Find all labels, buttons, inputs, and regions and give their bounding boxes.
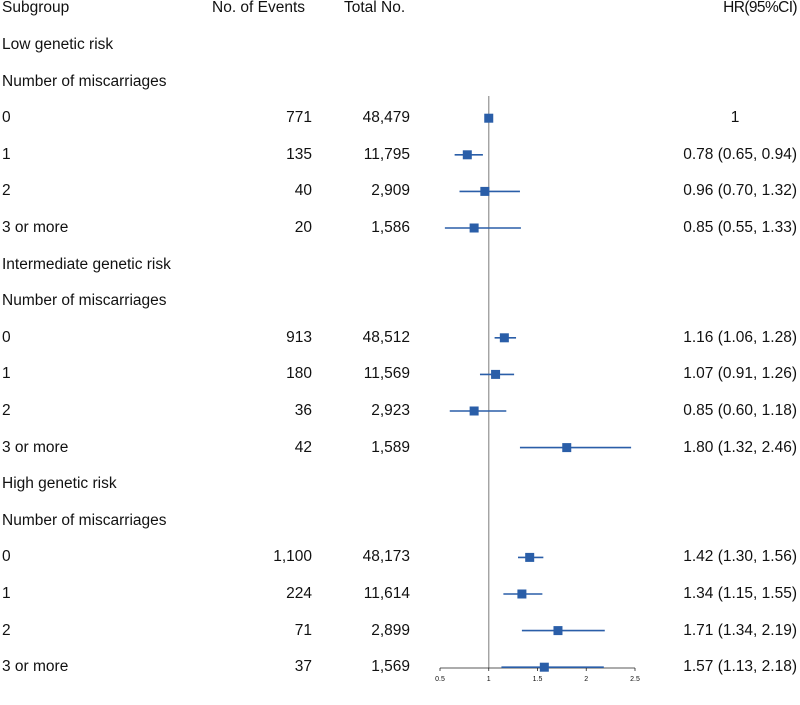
row-hr-text: 0.78 (0.65, 0.94) [683, 145, 797, 163]
row-label: 0 [2, 548, 11, 566]
row-label: 0 [2, 328, 11, 346]
row-total: 1,589 [371, 438, 410, 456]
row-hr-text: 1.07 (0.91, 1.26) [683, 365, 797, 383]
row-hr-text: 1 [730, 109, 740, 127]
row-total: 2,899 [371, 621, 410, 639]
row-total: 1,569 [371, 658, 410, 676]
row-label: 2 [2, 621, 11, 639]
header-hr: HR(95%CI) [723, 0, 797, 16]
row-hr-text: 0.85 (0.55, 1.33) [683, 219, 797, 236]
point-estimate [553, 626, 563, 636]
point-estimate [480, 186, 490, 196]
point-estimate [539, 662, 549, 672]
row-events: 71 [294, 621, 312, 639]
row-hr-text: 1.16 (1.06, 1.28) [683, 328, 797, 346]
row-total: 11,569 [363, 365, 410, 383]
row-label: 2 [2, 182, 11, 200]
header-subgroup: Subgroup [2, 0, 70, 16]
x-tick-label: 2.5 [630, 676, 640, 683]
row-events: 20 [294, 219, 312, 236]
row-events: 37 [294, 658, 312, 676]
row-label: 3 or more [2, 658, 69, 676]
row-total: 48,173 [362, 548, 410, 566]
subheader-label: Number of miscarriages [2, 72, 167, 90]
row-events: 771 [286, 109, 312, 127]
point-estimate [499, 333, 509, 343]
point-estimate [525, 552, 535, 562]
row-events: 36 [294, 402, 312, 419]
row-label: 1 [2, 585, 11, 602]
row-label: 3 or more [2, 219, 69, 236]
row-label: 2 [2, 402, 11, 419]
row-hr-text: 1.71 (1.34, 2.19) [683, 621, 797, 639]
point-estimate [491, 369, 501, 379]
subheader-label: Number of miscarriages [2, 292, 167, 310]
point-estimate [462, 150, 472, 160]
header-events: No. of Events [212, 0, 306, 16]
row-events: 135 [286, 145, 312, 163]
point-estimate [469, 406, 479, 416]
subheader-label: Number of miscarriages [2, 511, 167, 529]
row-total: 48,479 [362, 109, 410, 127]
row-label: 1 [2, 145, 11, 163]
row-label: 3 or more [2, 438, 69, 456]
row-events: 1,100 [273, 548, 312, 566]
row-events: 913 [286, 328, 312, 346]
group-label: Low genetic risk [2, 36, 114, 53]
row-hr-text: 1.34 (1.15, 1.55) [683, 585, 797, 602]
row-hr-text: 1.80 (1.32, 2.46) [683, 438, 797, 456]
row-hr-text: 0.85 (0.60, 1.18) [683, 402, 797, 419]
group-label: Intermediate genetic risk [2, 255, 171, 273]
row-hr-text: 0.96 (0.70, 1.32) [683, 182, 797, 200]
row-total: 2,909 [371, 182, 410, 200]
point-estimate [469, 223, 479, 233]
x-tick-label: 1.5 [533, 676, 543, 683]
row-events: 40 [294, 182, 312, 200]
x-tick-label: 0.5 [435, 676, 445, 683]
row-total: 11,614 [363, 585, 410, 602]
point-estimate [562, 443, 572, 453]
row-events: 42 [294, 438, 312, 456]
row-events: 180 [286, 365, 312, 383]
point-estimate [484, 113, 494, 123]
point-estimate [517, 589, 527, 599]
row-hr-text: 1.42 (1.30, 1.56) [683, 548, 797, 566]
row-events: 224 [286, 585, 312, 602]
x-tick-label: 2 [584, 676, 588, 683]
row-label: 0 [2, 109, 11, 127]
x-tick-label: 1 [487, 676, 491, 683]
row-total: 48,512 [362, 328, 410, 346]
row-total: 2,923 [371, 402, 410, 419]
header-total: Total No. [344, 0, 406, 16]
row-hr-text: 1.57 (1.13, 2.18) [683, 658, 797, 676]
row-total: 1,586 [371, 219, 410, 236]
group-label: High genetic risk [2, 475, 117, 493]
row-label: 1 [2, 365, 11, 383]
row-total: 11,795 [363, 145, 410, 163]
